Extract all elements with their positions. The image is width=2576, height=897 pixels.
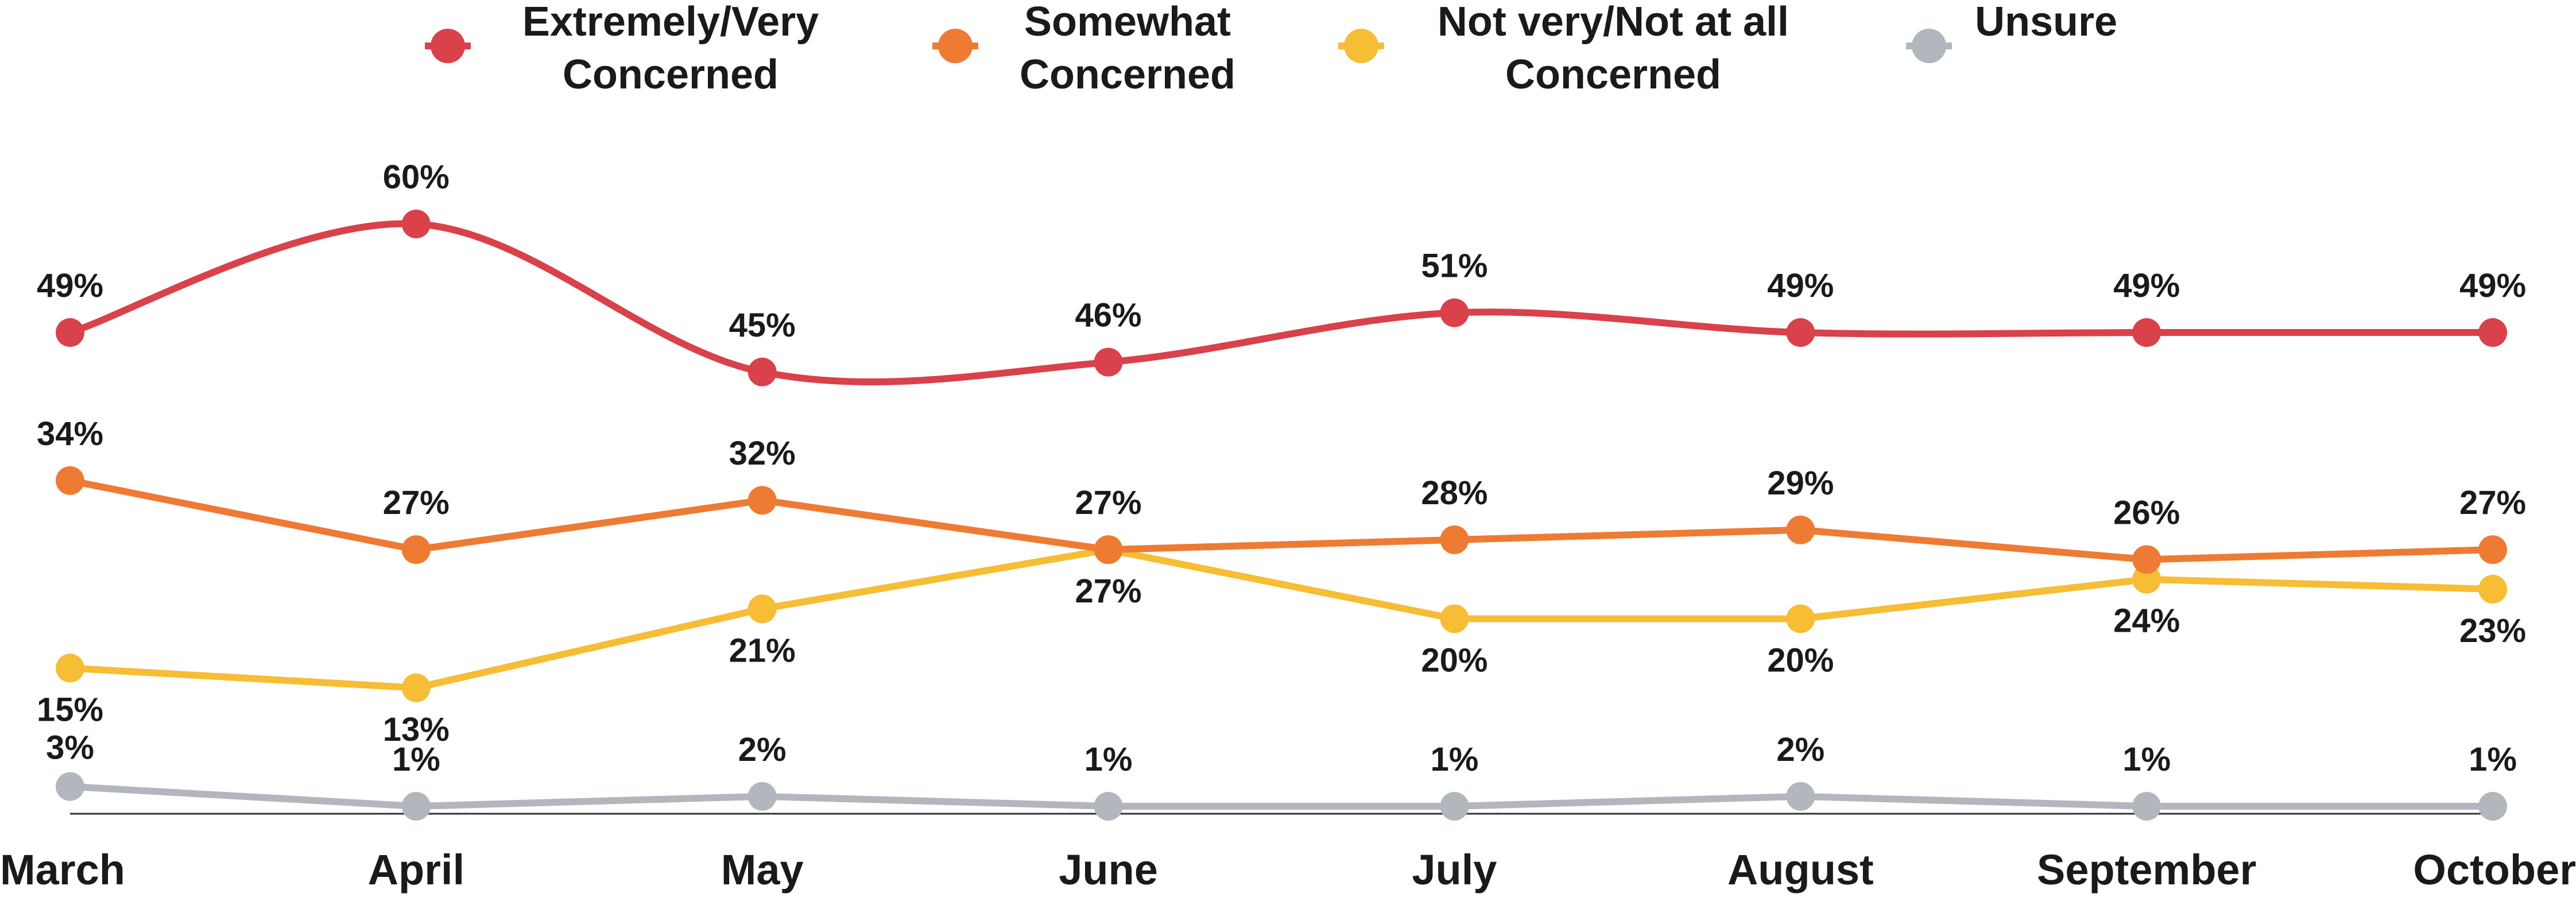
data-point-extremely-very-concerned-july — [1440, 298, 1469, 327]
data-label-extremely-very-concerned-april: 60% — [383, 158, 450, 196]
data-label-extremely-very-concerned-october: 49% — [2459, 267, 2526, 304]
data-point-not-very-not-at-all-concerned-september — [2132, 565, 2161, 594]
legend-label-extremely-very-concerned-line-1: Extremely/Very — [522, 0, 819, 45]
chart-legend: Extremely/Very Concerned Somewhat Concerned… — [425, 0, 2117, 98]
legend-marker-not-very-not-at-all-concerned — [1344, 29, 1378, 63]
data-point-unsure-october — [2478, 792, 2507, 821]
data-labels: 49% 60% 45% 46% 51% 49% 49% 49% 34% 27% 32% 27% 28% 2… — [37, 158, 2526, 778]
legend-label-somewhat-concerned-line-2: Concerned — [1020, 52, 1235, 98]
data-point-extremely-very-concerned-march — [56, 318, 84, 347]
data-label-unsure-september: 1% — [2122, 741, 2171, 778]
series-line-unsure — [67, 783, 2496, 810]
x-tick-march: March — [0, 846, 125, 894]
data-label-somewhat-concerned-april: 27% — [383, 484, 450, 521]
legend-label-unsure-line-1: Unsure — [1975, 0, 2117, 45]
series-unsure — [56, 772, 2507, 821]
series-layer — [56, 210, 2507, 821]
data-label-somewhat-concerned-september: 26% — [2113, 494, 2180, 531]
legend-marker-extremely-very-concerned — [431, 29, 465, 63]
data-label-not-very-not-at-all-concerned-june: 27% — [1075, 573, 1142, 610]
data-label-not-very-not-at-all-concerned-august: 20% — [1767, 641, 1834, 679]
data-point-somewhat-concerned-july — [1440, 525, 1469, 554]
data-point-unsure-july — [1440, 792, 1469, 821]
data-label-not-very-not-at-all-concerned-may: 21% — [729, 632, 796, 669]
series-somewhat-concerned — [56, 466, 2507, 574]
data-point-extremely-very-concerned-august — [1786, 318, 1815, 347]
series-extremely-very-concerned — [56, 210, 2507, 386]
data-label-extremely-very-concerned-august: 49% — [1767, 267, 1834, 304]
data-point-unsure-march — [56, 772, 84, 801]
data-label-extremely-very-concerned-june: 46% — [1075, 297, 1142, 334]
data-label-unsure-october: 1% — [2469, 741, 2517, 778]
data-point-unsure-april — [401, 792, 431, 821]
legend-label-somewhat-concerned-line-1: Somewhat — [1024, 0, 1231, 45]
data-point-somewhat-concerned-october — [2478, 535, 2507, 565]
data-point-extremely-very-concerned-september — [2132, 318, 2161, 347]
data-label-extremely-very-concerned-march: 49% — [37, 267, 103, 304]
data-point-unsure-may — [747, 782, 777, 811]
data-point-extremely-very-concerned-october — [2478, 318, 2507, 347]
data-label-extremely-very-concerned-may: 45% — [729, 307, 796, 344]
data-point-not-very-not-at-all-concerned-july — [1440, 604, 1469, 633]
data-label-somewhat-concerned-august: 29% — [1767, 465, 1834, 502]
data-point-somewhat-concerned-june — [1094, 535, 1123, 565]
legend-marker-unsure — [1912, 29, 1946, 63]
data-point-unsure-june — [1094, 792, 1123, 821]
data-point-not-very-not-at-all-concerned-april — [401, 673, 431, 702]
legend-label-extremely-very-concerned-line-2: Concerned — [563, 52, 778, 98]
legend-label-not-very-not-at-all-concerned-line-2: Concerned — [1505, 52, 1721, 98]
data-point-extremely-very-concerned-april — [401, 210, 431, 238]
data-label-somewhat-concerned-may: 32% — [729, 435, 796, 472]
data-label-unsure-june: 1% — [1084, 741, 1133, 778]
data-label-somewhat-concerned-march: 34% — [37, 415, 103, 453]
series-line-somewhat-concerned — [67, 477, 2496, 563]
data-point-not-very-not-at-all-concerned-may — [747, 594, 777, 624]
legend-item-extremely-very-concerned: Extremely/Very Concerned — [425, 0, 819, 98]
x-tick-august: August — [1727, 846, 1874, 894]
series-not-very-not-at-all-concerned — [56, 535, 2507, 702]
data-label-not-very-not-at-all-concerned-october: 23% — [2459, 612, 2526, 649]
data-point-not-very-not-at-all-concerned-march — [56, 654, 84, 683]
data-point-somewhat-concerned-march — [56, 466, 84, 495]
data-point-extremely-very-concerned-may — [747, 357, 777, 386]
data-label-unsure-may: 2% — [738, 731, 787, 768]
data-point-somewhat-concerned-september — [2132, 545, 2161, 574]
legend-marker-somewhat-concerned — [938, 29, 973, 63]
data-label-somewhat-concerned-october: 27% — [2459, 484, 2526, 521]
x-tick-june: June — [1059, 846, 1158, 894]
legend-item-not-very-not-at-all-concerned: Not very/Not at all Concerned — [1338, 0, 1789, 98]
data-label-not-very-not-at-all-concerned-april: 13% — [383, 711, 450, 748]
x-tick-may: May — [721, 846, 804, 894]
data-point-extremely-very-concerned-june — [1094, 347, 1123, 377]
x-tick-july: July — [1412, 846, 1497, 894]
data-label-not-very-not-at-all-concerned-march: 15% — [37, 691, 103, 728]
data-label-not-very-not-at-all-concerned-september: 24% — [2113, 602, 2180, 640]
data-label-extremely-very-concerned-september: 49% — [2113, 267, 2180, 304]
series-line-extremely-very-concerned — [67, 220, 2496, 386]
x-tick-october: October — [2413, 846, 2576, 894]
x-axis-ticks: March April May June July August September Octo… — [0, 846, 2576, 894]
legend-label-not-very-not-at-all-concerned-line-1: Not very/Not at all — [1438, 0, 1789, 45]
data-label-unsure-august: 2% — [1776, 731, 1824, 768]
data-point-not-very-not-at-all-concerned-august — [1786, 604, 1815, 633]
data-label-not-very-not-at-all-concerned-july: 20% — [1421, 641, 1488, 679]
data-point-not-very-not-at-all-concerned-october — [2478, 574, 2507, 604]
data-point-somewhat-concerned-april — [401, 535, 431, 565]
x-tick-april: April — [368, 846, 465, 894]
legend-item-somewhat-concerned: Somewhat Concerned — [932, 0, 1235, 98]
legend-item-unsure: Unsure — [1906, 0, 2117, 63]
data-label-somewhat-concerned-july: 28% — [1421, 474, 1488, 512]
data-point-unsure-august — [1786, 782, 1815, 811]
x-tick-september: September — [2037, 846, 2256, 894]
data-point-somewhat-concerned-may — [747, 486, 777, 515]
data-point-somewhat-concerned-august — [1786, 515, 1815, 544]
data-label-extremely-very-concerned-july: 51% — [1421, 248, 1488, 285]
series-line-not-very-not-at-all-concerned — [67, 546, 2496, 691]
data-label-unsure-march: 3% — [46, 729, 94, 767]
data-point-unsure-september — [2132, 792, 2161, 821]
data-label-unsure-april: 1% — [392, 741, 440, 778]
data-label-unsure-july: 1% — [1431, 741, 1479, 778]
data-label-somewhat-concerned-june: 27% — [1075, 484, 1142, 521]
